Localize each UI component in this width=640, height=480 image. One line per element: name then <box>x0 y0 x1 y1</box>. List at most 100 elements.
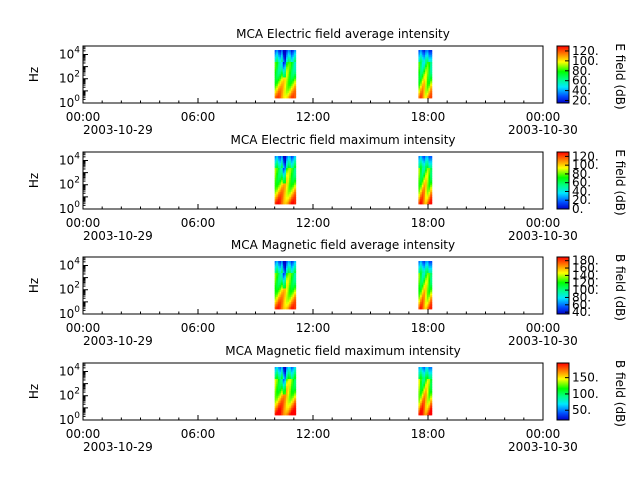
spectrogram-cell <box>425 379 428 382</box>
spectrogram-cell <box>294 377 297 380</box>
spectrogram-cell <box>294 279 297 282</box>
spectrogram-cell <box>284 404 287 407</box>
spectrogram-cell <box>286 367 289 370</box>
spectrogram-cell <box>282 380 285 383</box>
spectrogram-cell <box>421 389 424 392</box>
spectrogram-cell <box>282 168 285 171</box>
spectrogram-cell <box>279 79 282 82</box>
spectrogram-cell <box>276 273 279 276</box>
spectrogram-cell <box>418 77 421 80</box>
spectrogram-cell <box>423 385 426 388</box>
spectrogram-cell <box>290 267 293 270</box>
spectrogram-cell <box>284 399 287 402</box>
spectrogram-cell <box>279 291 282 294</box>
spectrogram-cell <box>282 413 285 416</box>
spectrogram-cell <box>428 180 431 183</box>
spectrogram-cell <box>426 302 429 305</box>
spectrogram-cell <box>279 192 282 195</box>
spectrogram-cell <box>282 195 285 198</box>
spectrogram-cell <box>276 404 279 407</box>
spectrogram-cell <box>418 401 421 404</box>
spectrogram-cell <box>418 56 421 59</box>
spectrogram-cell <box>421 394 424 397</box>
spectrogram-cell <box>290 190 293 193</box>
spectrogram-cell <box>421 94 424 97</box>
spectrogram-cell <box>420 261 423 264</box>
spectrogram-cell <box>418 302 421 305</box>
spectrogram-cell <box>279 283 282 286</box>
spectrogram-cell <box>284 96 287 99</box>
spectrogram-cell <box>425 68 428 71</box>
spectrogram-cell <box>421 372 424 375</box>
spectrogram-cell <box>286 373 289 376</box>
spectrogram-cell <box>279 271 282 274</box>
spectrogram-cell <box>289 411 292 414</box>
spectrogram-cell <box>421 181 424 184</box>
spectrogram-cell <box>428 178 431 181</box>
spectrogram-cell <box>294 53 297 56</box>
spectrogram-cell <box>430 399 433 402</box>
spectrogram-cell <box>430 174 433 177</box>
spectrogram-cell <box>426 82 429 85</box>
spectrogram-cell <box>418 397 421 400</box>
spectrogram-cell <box>428 394 431 397</box>
spectrogram-cell <box>290 285 293 288</box>
spectrogram-cell <box>290 62 293 65</box>
spectrogram-cell <box>428 162 431 165</box>
spectrogram-cell <box>276 50 279 53</box>
spectrogram-cell <box>279 266 282 269</box>
spectrogram-cell <box>290 266 293 269</box>
spectrogram-cell <box>292 74 295 77</box>
spectrogram-cell <box>421 399 424 402</box>
spectrogram-cell <box>292 279 295 282</box>
spectrogram-cell <box>282 404 285 407</box>
spectrogram-cell <box>425 86 428 89</box>
spectrogram-cell <box>289 394 292 397</box>
spectrogram-cell <box>284 279 287 282</box>
spectrogram-cell <box>425 291 428 294</box>
spectrogram-cell <box>279 404 282 407</box>
spectrogram-cell <box>286 159 289 162</box>
spectrogram-cell <box>289 183 292 186</box>
spectrogram-cell <box>294 171 297 174</box>
spectrogram-cell <box>418 281 421 284</box>
spectrogram-cell <box>290 87 293 90</box>
spectrogram-cell <box>276 91 279 94</box>
spectrogram-cell <box>284 195 287 198</box>
spectrogram-cell <box>426 60 429 63</box>
spectrogram-cell <box>290 290 293 293</box>
spectrogram-cell <box>426 297 429 300</box>
spectrogram-cell <box>421 72 424 75</box>
spectrogram-cell <box>292 394 295 397</box>
spectrogram-cell <box>274 367 277 370</box>
spectrogram-cell <box>428 274 431 277</box>
spectrogram-cell <box>420 382 423 385</box>
spectrogram-cell <box>292 286 295 289</box>
spectrogram-cell <box>274 307 277 310</box>
spectrogram-cell <box>290 70 293 73</box>
spectrogram-cell <box>421 183 424 186</box>
spectrogram-cell <box>423 300 426 303</box>
spectrogram-cell <box>274 379 277 382</box>
spectrogram-cell <box>423 89 426 92</box>
spectrogram-cell <box>274 406 277 409</box>
spectrogram-cell <box>282 60 285 63</box>
spectrogram-cell <box>418 186 421 189</box>
spectrogram-cell <box>428 62 431 65</box>
spectrogram-cell <box>274 267 277 270</box>
spectrogram-cell <box>423 404 426 407</box>
spectrogram-cell <box>423 169 426 172</box>
spectrogram-cell <box>294 200 297 203</box>
spectrogram-cell <box>277 157 280 160</box>
spectrogram-cell <box>284 286 287 289</box>
spectrogram-cell <box>292 387 295 390</box>
spectrogram-cell <box>418 375 421 378</box>
spectrogram-cell <box>292 406 295 409</box>
spectrogram-cell <box>430 269 433 272</box>
spectrogram-cell <box>290 80 293 83</box>
spectrogram-cell <box>281 409 284 412</box>
spectrogram-cell <box>425 171 428 174</box>
spectrogram-cell <box>284 79 287 82</box>
spectrogram-cell <box>423 193 426 196</box>
colorbar-gradient <box>556 256 570 315</box>
